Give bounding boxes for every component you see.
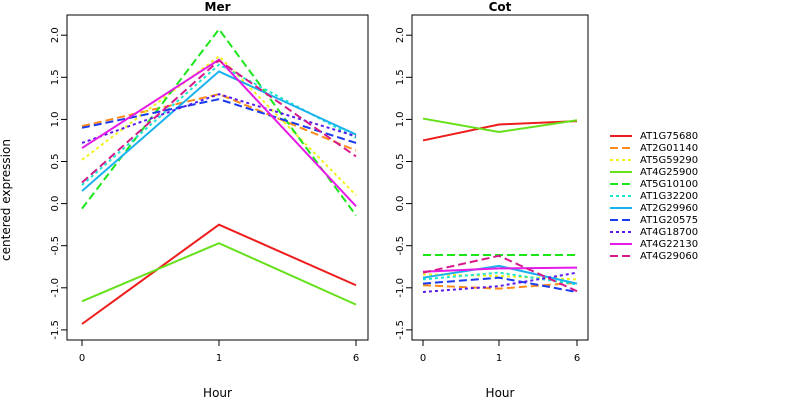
y-tick-label: -1.5 <box>395 320 406 340</box>
legend-label: AT2G29960 <box>640 203 698 214</box>
series-line-at4g29060 <box>81 59 357 184</box>
series-line-at2g01140 <box>422 281 578 290</box>
legend-item: AT5G10100 <box>610 179 698 190</box>
legend-label: AT4G22130 <box>640 239 698 250</box>
series-line-at1g75680 <box>81 223 357 325</box>
y-tick-label: -1.0 <box>50 278 61 298</box>
legend-label: AT4G25900 <box>640 167 698 178</box>
legend-label: AT5G10100 <box>640 179 698 190</box>
x-tick-label: 6 <box>574 353 580 364</box>
series-line-at4g18700 <box>422 271 578 294</box>
x-tick-label: 1 <box>496 353 502 364</box>
series-line-at1g32200 <box>81 63 357 186</box>
y-tick-label: 1.5 <box>395 69 406 85</box>
series-line-at2g29960 <box>81 70 357 192</box>
series-line-at4g25900 <box>422 117 578 134</box>
y-tick-label: -0.5 <box>50 236 61 256</box>
legend-label: AT5G59290 <box>640 155 698 166</box>
panel-mer: Mer -1.5 -1.0 -0.5 0.0 0.5 1.0 1.5 2.0 0 1 6 Hour <box>50 0 369 400</box>
y-tick-label: 1.0 <box>50 111 61 127</box>
x-tick-label: 0 <box>420 353 426 364</box>
legend-item: AT4G18700 <box>610 227 698 238</box>
legend: AT1G75680AT2G01140AT5G59290AT4G25900AT5G… <box>610 131 698 262</box>
series-line-at4g18700 <box>81 93 357 144</box>
legend-item: AT4G25900 <box>610 167 698 178</box>
y-tick-label: 2.0 <box>395 27 406 43</box>
y-tick-label: -0.5 <box>395 236 406 256</box>
x-tick-label: 6 <box>353 353 359 364</box>
legend-item: AT1G32200 <box>610 191 698 202</box>
panel-cot: Cot -1.5 -1.0 -0.5 0.0 0.5 1.0 1.5 2.0 0 1 6 Hour <box>395 0 589 400</box>
series-line-at4g25900 <box>81 242 357 306</box>
legend-item: AT1G20575 <box>610 215 698 226</box>
series-line-at4g22130 <box>422 266 578 273</box>
legend-label: AT4G29060 <box>640 251 698 262</box>
series-line-at1g75680 <box>422 120 578 142</box>
legend-item: AT4G22130 <box>610 239 698 250</box>
y-axis-title: centered expression <box>0 139 13 261</box>
series-line-at1g20575 <box>422 276 578 293</box>
chart-panels: Mer-1.5-1.0-0.50.00.51.01.52.00 1 6HourCot… <box>50 0 589 400</box>
panel-title: Mer <box>205 0 231 14</box>
x-tick-label: 0 <box>79 353 85 364</box>
x-axis-title: Hour <box>203 386 232 400</box>
y-tick-label: 0.5 <box>395 154 406 170</box>
legend-item: AT5G59290 <box>610 155 698 166</box>
panel-title: Cot <box>489 0 512 14</box>
y-tick-label: 1.0 <box>395 111 406 127</box>
legend-item: AT2G01140 <box>610 143 698 154</box>
legend-item: AT2G29960 <box>610 203 698 214</box>
legend-label: AT2G01140 <box>640 143 698 154</box>
y-tick-label: 2.0 <box>50 27 61 43</box>
legend-item: AT4G29060 <box>610 251 698 262</box>
series-line-at1g32200 <box>422 271 578 286</box>
legend-label: AT4G18700 <box>640 227 698 238</box>
y-tick-label: 0.0 <box>50 196 61 212</box>
series-line-at4g29060 <box>422 254 578 293</box>
series-line-at5g59290 <box>81 54 357 196</box>
series-line-at1g20575 <box>81 98 357 144</box>
legend-label: AT1G75680 <box>640 131 698 142</box>
plot-frame <box>411 14 589 341</box>
y-tick-label: 1.5 <box>50 69 61 85</box>
legend-label: AT1G32200 <box>640 191 698 202</box>
y-tick-label: -1.5 <box>50 320 61 340</box>
legend-label: AT1G20575 <box>640 215 698 226</box>
x-axis-title: Hour <box>486 386 515 400</box>
legend-item: AT1G75680 <box>610 131 698 142</box>
y-tick-label: 0.5 <box>50 154 61 170</box>
y-tick-label: 0.0 <box>395 196 406 212</box>
y-tick-label: -1.0 <box>395 278 406 298</box>
plot-frame <box>66 14 369 341</box>
x-tick-label: 1 <box>216 353 222 364</box>
series-line-at5g10100 <box>81 27 357 216</box>
